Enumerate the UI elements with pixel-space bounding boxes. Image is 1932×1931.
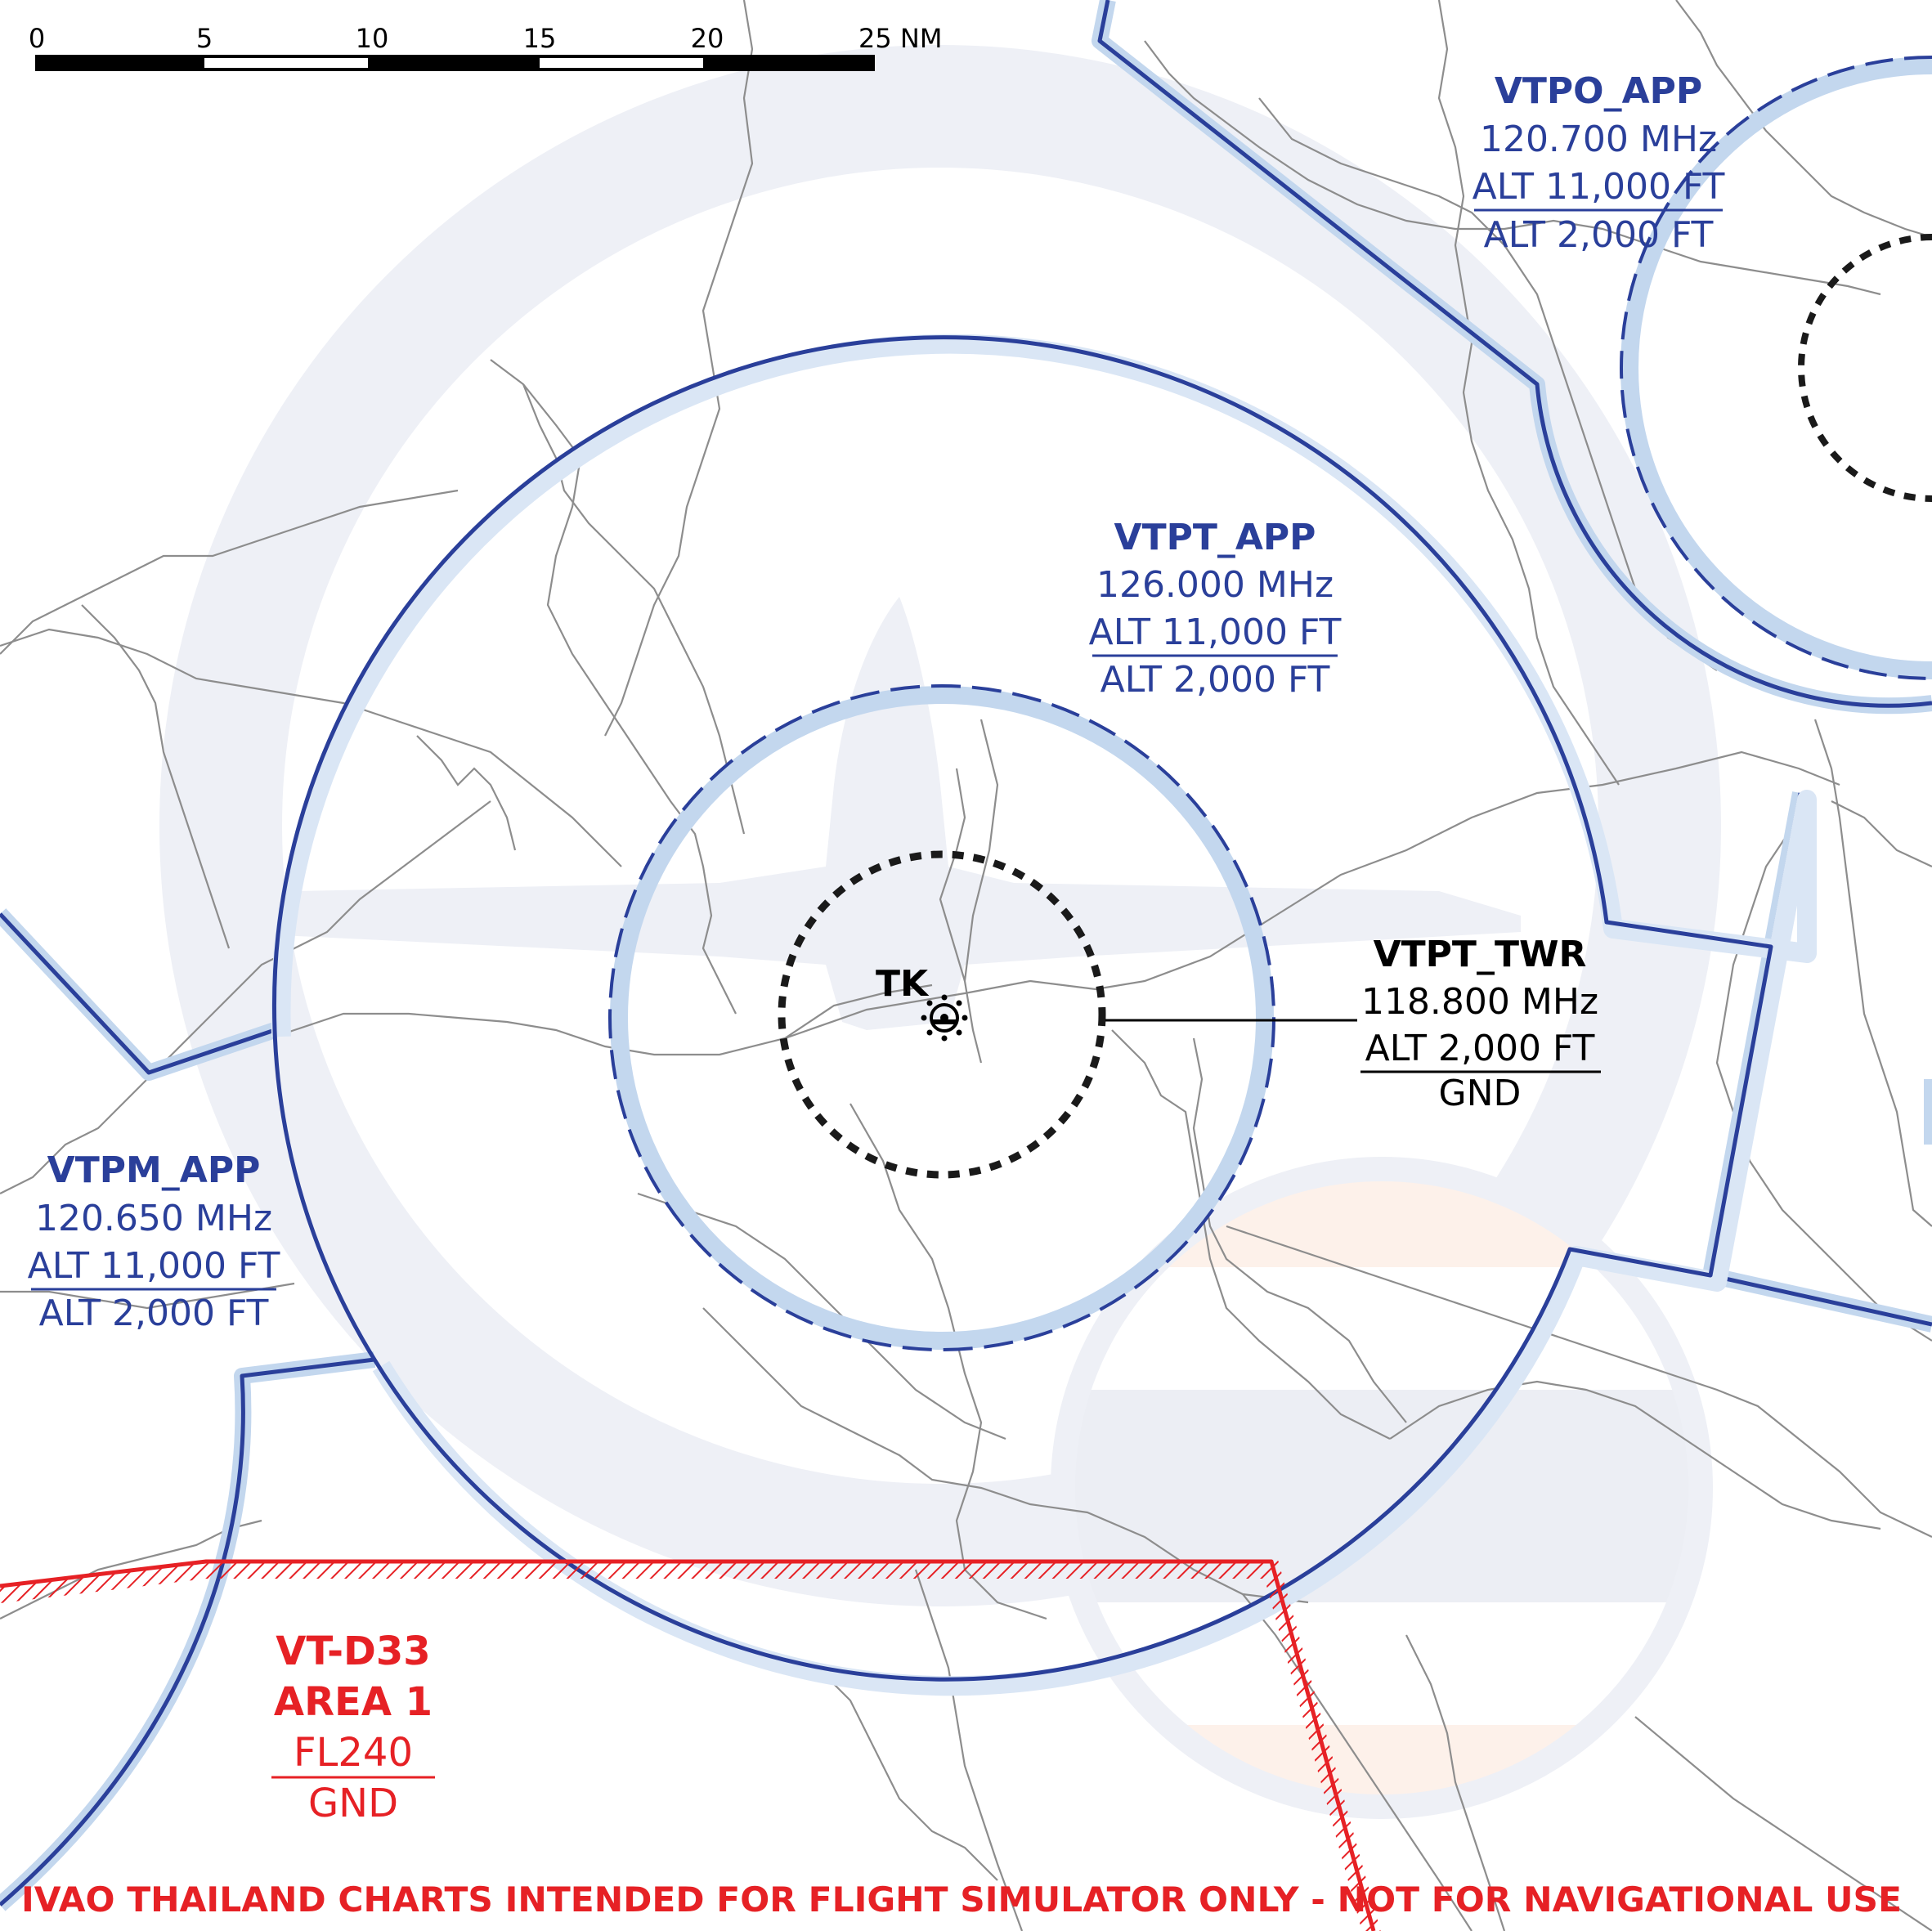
vt-d33-danger-area (0, 1559, 1381, 1931)
vtpm-app-airspace (0, 908, 376, 1911)
vtpt-inner-airspace (608, 684, 1275, 1351)
vtpt-twr-ctr (778, 850, 1357, 1179)
scale-bar: 0 5 10 15 20 25 NM (29, 23, 942, 71)
disclaimer-banner: IVAO THAILAND CHARTS INTENDED FOR FLIGHT… (21, 1879, 1902, 1920)
vtpo-app-boundary (1702, 791, 1932, 1333)
vtpt-app-freq: 126.000 MHz (1096, 564, 1334, 606)
vtpm-app-label: VTPM_APP 120.650 MHz ALT 11,000 FT ALT 2… (28, 1149, 280, 1334)
vtpt-twr-label: VTPT_TWR 118.800 MHz ALT 2,000 FT GND (1360, 934, 1601, 1114)
vt-d33-name: VT-D33 (276, 1629, 430, 1674)
vtpo-app-name: VTPO_APP (1495, 70, 1702, 112)
vt-d33-sub: AREA 1 (274, 1679, 433, 1725)
vtpo-app-freq: 120.700 MHz (1480, 119, 1717, 160)
vtpt-app-airspace (271, 334, 1817, 1696)
vtpt-twr-lower: GND (1439, 1073, 1522, 1114)
scale-tick-0: 0 (29, 23, 45, 54)
vtpt-app-lower: ALT 2,000 FT (1100, 659, 1330, 701)
vor-dme-icon (921, 994, 968, 1042)
vtpm-app-upper: ALT 11,000 FT (28, 1245, 280, 1287)
vtpt-app-label: VTPT_APP 126.000 MHz ALT 11,000 FT ALT 2… (1089, 517, 1342, 701)
scale-tick-15: 15 (523, 23, 557, 54)
vtpt-twr-upper: ALT 2,000 FT (1365, 1028, 1595, 1069)
vtpt-twr-freq: 118.800 MHz (1361, 981, 1598, 1023)
vtpo-app-label: VTPO_APP 120.700 MHz ALT 11,000 FT ALT 2… (1473, 70, 1725, 256)
vt-d33-upper: FL240 (294, 1730, 413, 1776)
scale-tick-25: 25 NM (858, 23, 942, 54)
scale-tick-20: 20 (691, 23, 724, 54)
vt-d33-lower: GND (308, 1781, 398, 1826)
scale-tick-5: 5 (196, 23, 213, 54)
vtpo-app-airspace (1092, 0, 1932, 715)
vtpt-app-name: VTPT_APP (1114, 517, 1316, 558)
vtpt-twr-name: VTPT_TWR (1374, 934, 1587, 975)
vtpt-app-upper: ALT 11,000 FT (1089, 612, 1342, 653)
vtpo-app-upper: ALT 11,000 FT (1473, 166, 1725, 208)
vtpm-app-lower: ALT 2,000 FT (39, 1293, 269, 1334)
scale-tick-10: 10 (356, 23, 389, 54)
vtpo-app-lower: ALT 2,000 FT (1484, 214, 1714, 256)
vtpm-app-freq: 120.650 MHz (35, 1198, 272, 1239)
vtpm-app-name: VTPM_APP (47, 1149, 261, 1191)
vt-d33-label: VT-D33 AREA 1 FL240 GND (271, 1629, 435, 1826)
navaid-ident: TK (876, 963, 930, 1005)
